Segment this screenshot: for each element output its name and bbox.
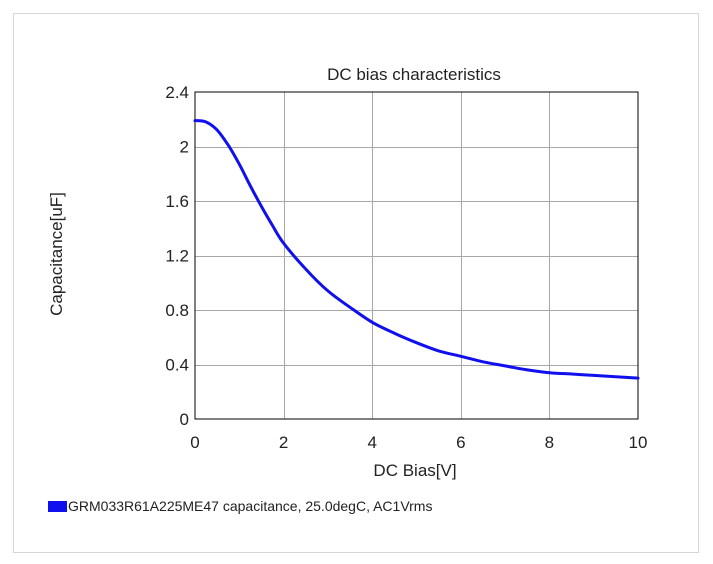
y-tick-label: 0.8 — [165, 301, 189, 320]
chart-frame — [13, 13, 699, 553]
y-tick-label: 1.6 — [165, 192, 189, 211]
grid — [195, 92, 638, 419]
x-tick-label: 6 — [456, 433, 465, 452]
legend-label: GRM033R61A225ME47 capacitance, 25.0degC,… — [68, 498, 433, 514]
y-tick-labels: 0 0.4 0.8 1.2 1.6 2 2.4 — [165, 83, 189, 429]
y-tick-label: 2 — [180, 138, 189, 157]
x-tick-label: 0 — [190, 433, 199, 452]
x-tick-label: 10 — [629, 433, 648, 452]
x-tick-label: 8 — [545, 433, 554, 452]
y-tick-label: 0.4 — [165, 356, 189, 375]
plot-area-border — [194, 91, 639, 420]
x-tick-label: 2 — [279, 433, 288, 452]
legend: GRM033R61A225ME47 capacitance, 25.0degC,… — [48, 498, 432, 514]
legend-swatch — [48, 500, 67, 512]
y-axis-label: Capacitance[uF] — [47, 192, 66, 316]
series-line — [193, 119, 640, 380]
y-tick-label: 1.2 — [165, 247, 189, 266]
x-tick-label: 4 — [367, 433, 376, 452]
x-tick-labels: 0 2 4 6 8 10 — [190, 433, 647, 452]
series-layer — [193, 119, 640, 380]
y-tick-label: 0 — [180, 410, 189, 429]
x-axis-label: DC Bias[V] — [373, 461, 456, 480]
chart-title: DC bias characteristics — [327, 65, 501, 84]
y-tick-label: 2.4 — [165, 83, 189, 102]
